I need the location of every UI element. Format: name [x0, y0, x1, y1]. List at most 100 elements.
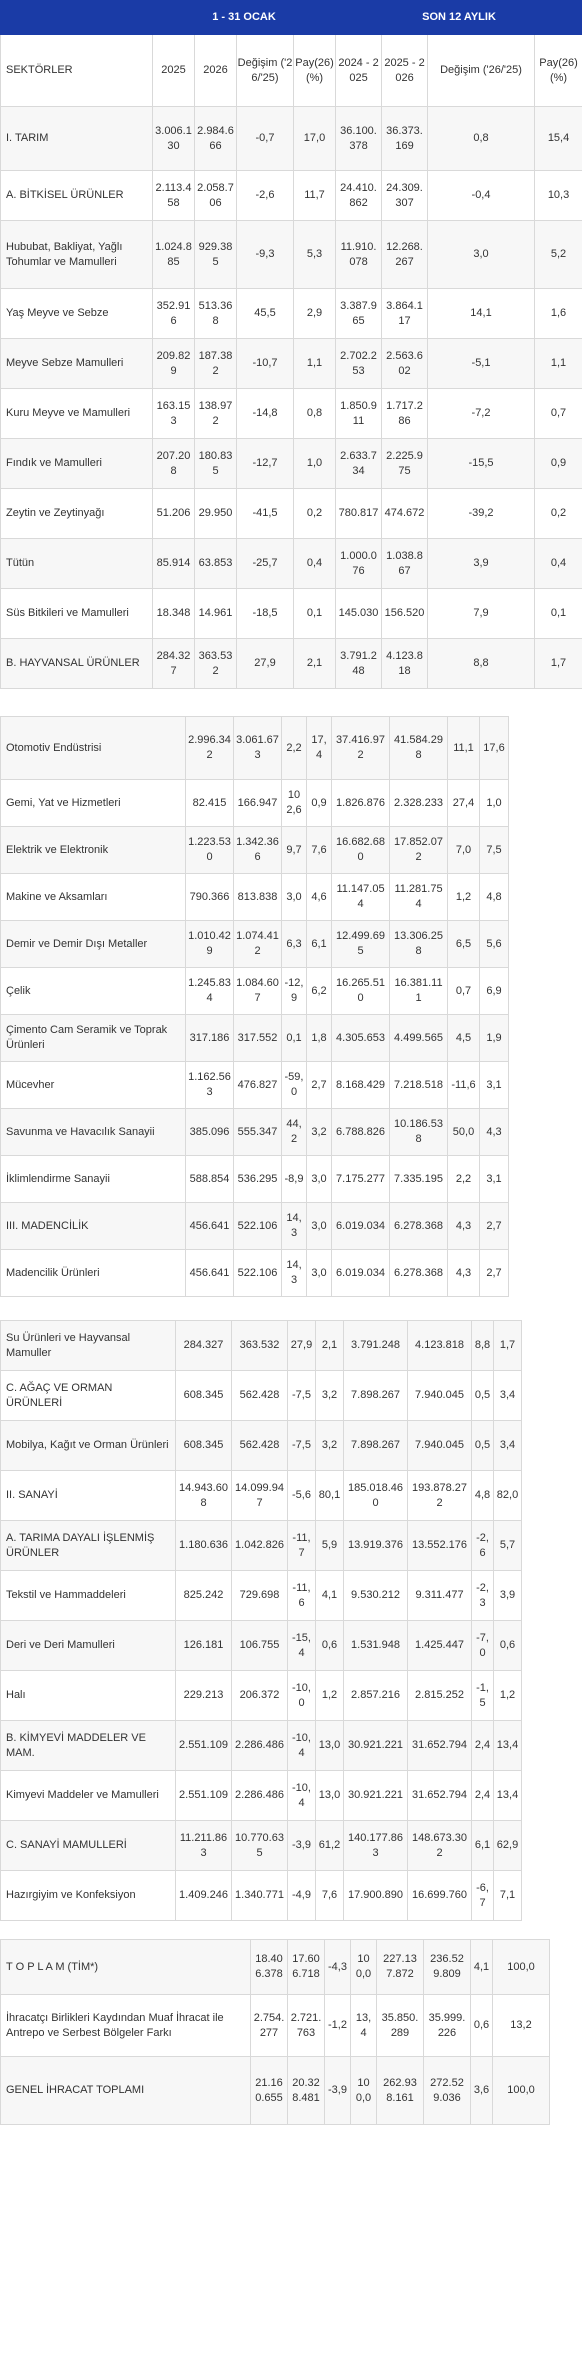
value-12m-curr-cell: 16.381.111	[389, 967, 448, 1015]
share-12m-cell: 4,3	[479, 1108, 509, 1156]
share-12m-cell: 17,6	[479, 716, 509, 780]
change-cell: 45,5	[236, 288, 294, 339]
share-cell: 3,2	[306, 1108, 332, 1156]
table-row: Yaş Meyve ve Sebze 352.916 513.368 45,5 2,9 3…	[0, 288, 582, 339]
share-cell: 2,1	[315, 1320, 344, 1371]
share-12m-cell: 1,2	[493, 1670, 522, 1721]
change-cell: -8,9	[281, 1155, 307, 1203]
change-12m-cell: 0,6	[470, 1994, 493, 2057]
table-row: Meyve Sebze Mamulleri 209.829 187.382 -10,7…	[0, 338, 582, 389]
change-12m-cell: -15,5	[427, 438, 536, 489]
change-cell: -59,0	[281, 1061, 307, 1109]
value-12m-prev-cell: 3.791.248	[335, 638, 383, 689]
table-row: Makine ve Aksamları 790.366 813.838 3,0 4,6 1…	[0, 873, 582, 921]
share-12m-cell: 100,0	[492, 1939, 550, 1995]
sector-name-cell: Kimyevi Maddeler ve Mamulleri	[0, 1770, 176, 1821]
value-12m-prev-cell: 36.100.378	[335, 106, 383, 171]
change-cell: -3,9	[287, 1820, 316, 1871]
value-12m-curr-cell: 4.499.565	[389, 1014, 448, 1062]
share-12m-cell: 1,1	[534, 338, 582, 389]
value-12m-prev-cell: 35.850.289	[376, 1994, 424, 2057]
value-12m-curr-cell: 2.225.975	[381, 438, 429, 489]
share-cell: 100,0	[350, 2056, 377, 2125]
sector-name-cell: Yaş Meyve ve Sebze	[0, 288, 153, 339]
table-row: T O P L A M (TİM*) 18.406.378 17.606.718 -4…	[0, 1939, 582, 1995]
value-2026-cell: 1.084.607	[233, 967, 282, 1015]
value-12m-prev-cell: 7.898.267	[343, 1420, 408, 1471]
share-12m-cell: 0,2	[534, 488, 582, 539]
value-12m-curr-cell: 4.123.818	[381, 638, 429, 689]
table-row: II. SANAYİ 14.943.608 14.099.947 -5,6 80,1 18…	[0, 1470, 582, 1521]
value-12m-prev-cell: 1.850.911	[335, 388, 383, 439]
value-12m-prev-cell: 185.018.460	[343, 1470, 408, 1521]
sector-name-cell: Tekstil ve Hammaddeleri	[0, 1570, 176, 1621]
year-2026-column-header: 2026	[194, 34, 237, 107]
change-cell: -15,4	[287, 1620, 316, 1671]
sector-name-cell: Halı	[0, 1670, 176, 1721]
change-12m-cell: -1,5	[471, 1670, 494, 1721]
share-cell: 5,3	[292, 220, 337, 289]
share-12m-cell: 3,9	[493, 1570, 522, 1621]
table-row: I. TARIM 3.006.130 2.984.666 -0,7 17,0 36.100…	[0, 106, 582, 171]
table-row: Mobilya, Kağıt ve Orman Ürünleri 608.345 5…	[0, 1420, 582, 1471]
value-12m-curr-cell: 1.717.286	[381, 388, 429, 439]
share-column-header: Pay(26) (%)	[292, 34, 337, 107]
section-gap	[0, 1921, 582, 1939]
table-row: Çelik 1.245.834 1.084.607 -12,9 6,2 16.265.51…	[0, 967, 582, 1015]
change-cell: -41,5	[236, 488, 294, 539]
value-12m-prev-cell: 37.416.972	[331, 716, 390, 780]
industry-sector-table-continued: Su Ürünleri ve Hayvansal Mamuller 284.327…	[0, 1320, 582, 1921]
sector-name-cell: Otomotiv Endüstrisi	[0, 716, 186, 780]
share-cell: 3,2	[315, 1420, 344, 1471]
value-12m-prev-cell: 3.387.965	[335, 288, 383, 339]
value-2025-cell: 14.943.608	[175, 1470, 232, 1521]
value-12m-curr-cell: 474.672	[381, 488, 429, 539]
value-2026-cell: 729.698	[231, 1570, 288, 1621]
change-12m-cell: 6,1	[471, 1820, 494, 1871]
value-12m-prev-cell: 16.682.680	[331, 826, 390, 874]
change-cell: -10,7	[236, 338, 294, 389]
change-cell: -12,7	[236, 438, 294, 489]
share-12m-cell: 13,4	[493, 1720, 522, 1771]
change-12m-cell: 2,4	[471, 1720, 494, 1771]
change-column-header: Değişim ('26/'25)	[236, 34, 294, 107]
share-12m-cell: 6,9	[479, 967, 509, 1015]
value-2025-cell: 3.006.130	[152, 106, 195, 171]
change-cell: 14,3	[281, 1249, 307, 1297]
value-12m-curr-cell: 7.335.195	[389, 1155, 448, 1203]
share-cell: 13,4	[350, 1994, 377, 2057]
value-12m-prev-cell: 7.898.267	[343, 1370, 408, 1421]
value-2026-cell: 29.950	[194, 488, 237, 539]
share-12m-cell: 15,4	[534, 106, 582, 171]
sector-name-cell: A. BİTKİSEL ÜRÜNLER	[0, 170, 153, 221]
share-cell: 100,0	[350, 1939, 377, 1995]
change-12m-cell: 0,5	[471, 1420, 494, 1471]
share-12m-cell: 5,2	[534, 220, 582, 289]
value-12m-prev-cell: 1.000.076	[335, 538, 383, 589]
change-12m-cell: 3,6	[470, 2056, 493, 2125]
value-2026-cell: 363.532	[231, 1320, 288, 1371]
value-12m-prev-cell: 17.900.890	[343, 1870, 408, 1921]
value-2025-cell: 352.916	[152, 288, 195, 339]
change-12m-cell: 2,2	[447, 1155, 480, 1203]
value-2026-cell: 562.428	[231, 1420, 288, 1471]
value-12m-curr-cell: 16.699.760	[407, 1870, 472, 1921]
share-cell: 17,4	[306, 716, 332, 780]
value-2025-cell: 385.096	[185, 1108, 234, 1156]
value-2026-cell: 106.755	[231, 1620, 288, 1671]
value-12m-prev-cell: 9.530.212	[343, 1570, 408, 1621]
agriculture-rows: I. TARIM 3.006.130 2.984.666 -0,7 17,0 36.100…	[0, 106, 582, 689]
value-2026-cell: 929.385	[194, 220, 237, 289]
share-12m-cell: 1,9	[479, 1014, 509, 1062]
change-12m-cell: 0,5	[471, 1370, 494, 1421]
value-12m-prev-cell: 4.305.653	[331, 1014, 390, 1062]
period-2024-2025-column-header: 2024 - 2025	[335, 34, 383, 107]
change-cell: -3,9	[324, 2056, 351, 2125]
share-cell: 0,9	[306, 779, 332, 827]
share-cell: 13,0	[315, 1770, 344, 1821]
change-12m-cell: 8,8	[427, 638, 536, 689]
value-12m-curr-cell: 11.281.754	[389, 873, 448, 921]
value-2025-cell: 126.181	[175, 1620, 232, 1671]
change-cell: -7,5	[287, 1420, 316, 1471]
table-row: İhracatçı Birlikleri Kaydından Muaf İhra…	[0, 1994, 582, 2057]
